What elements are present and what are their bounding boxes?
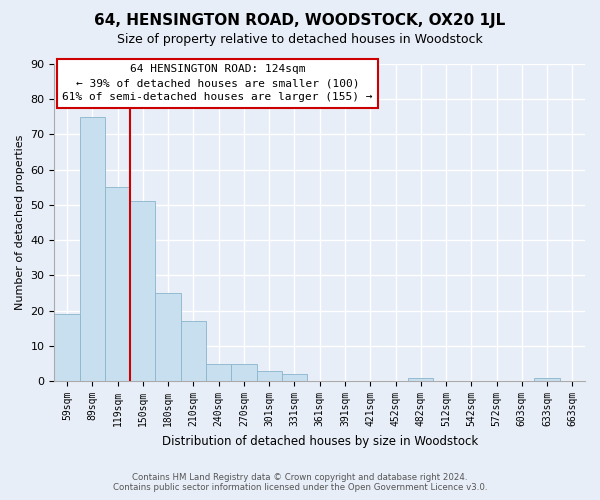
Text: 64, HENSINGTON ROAD, WOODSTOCK, OX20 1JL: 64, HENSINGTON ROAD, WOODSTOCK, OX20 1JL [94,12,506,28]
Bar [130,202,155,381]
Bar [181,322,206,381]
Bar [535,378,560,381]
Text: 64 HENSINGTON ROAD: 124sqm
← 39% of detached houses are smaller (100)
61% of sem: 64 HENSINGTON ROAD: 124sqm ← 39% of deta… [62,64,373,102]
Text: Size of property relative to detached houses in Woodstock: Size of property relative to detached ho… [117,32,483,46]
Text: Contains HM Land Registry data © Crown copyright and database right 2024.
Contai: Contains HM Land Registry data © Crown c… [113,473,487,492]
Bar [257,370,282,381]
Bar [408,378,433,381]
Bar [80,117,105,381]
X-axis label: Distribution of detached houses by size in Woodstock: Distribution of detached houses by size … [161,434,478,448]
Bar [206,364,231,381]
Bar [55,314,80,381]
Bar [105,188,130,381]
Bar [155,293,181,381]
Y-axis label: Number of detached properties: Number of detached properties [15,135,25,310]
Bar [231,364,257,381]
Bar [282,374,307,381]
FancyBboxPatch shape [57,58,378,108]
